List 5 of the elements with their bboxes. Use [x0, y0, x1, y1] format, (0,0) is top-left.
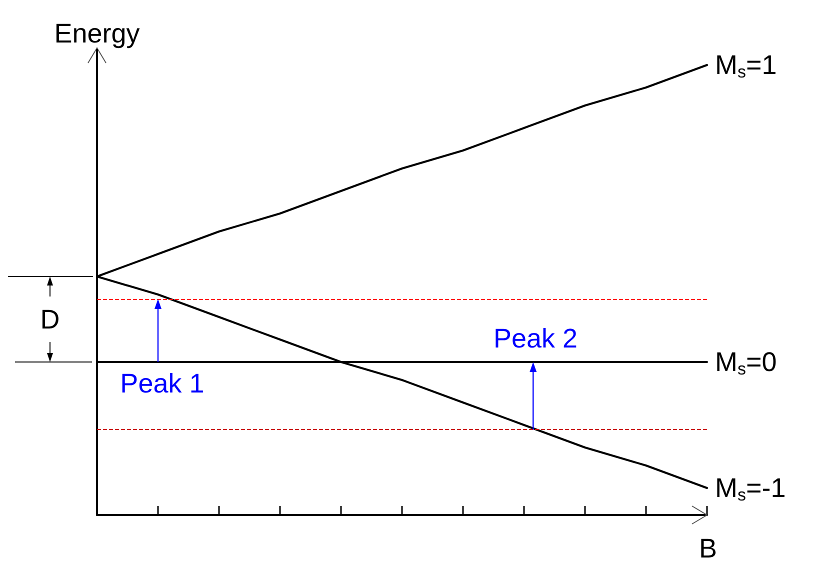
- annotation: Peak 1: [120, 368, 204, 398]
- y-axis-title: Energy: [54, 18, 140, 48]
- annotation: Peak 2: [494, 324, 578, 354]
- text: D: [40, 304, 60, 334]
- x-axis-title: B: [699, 534, 718, 564]
